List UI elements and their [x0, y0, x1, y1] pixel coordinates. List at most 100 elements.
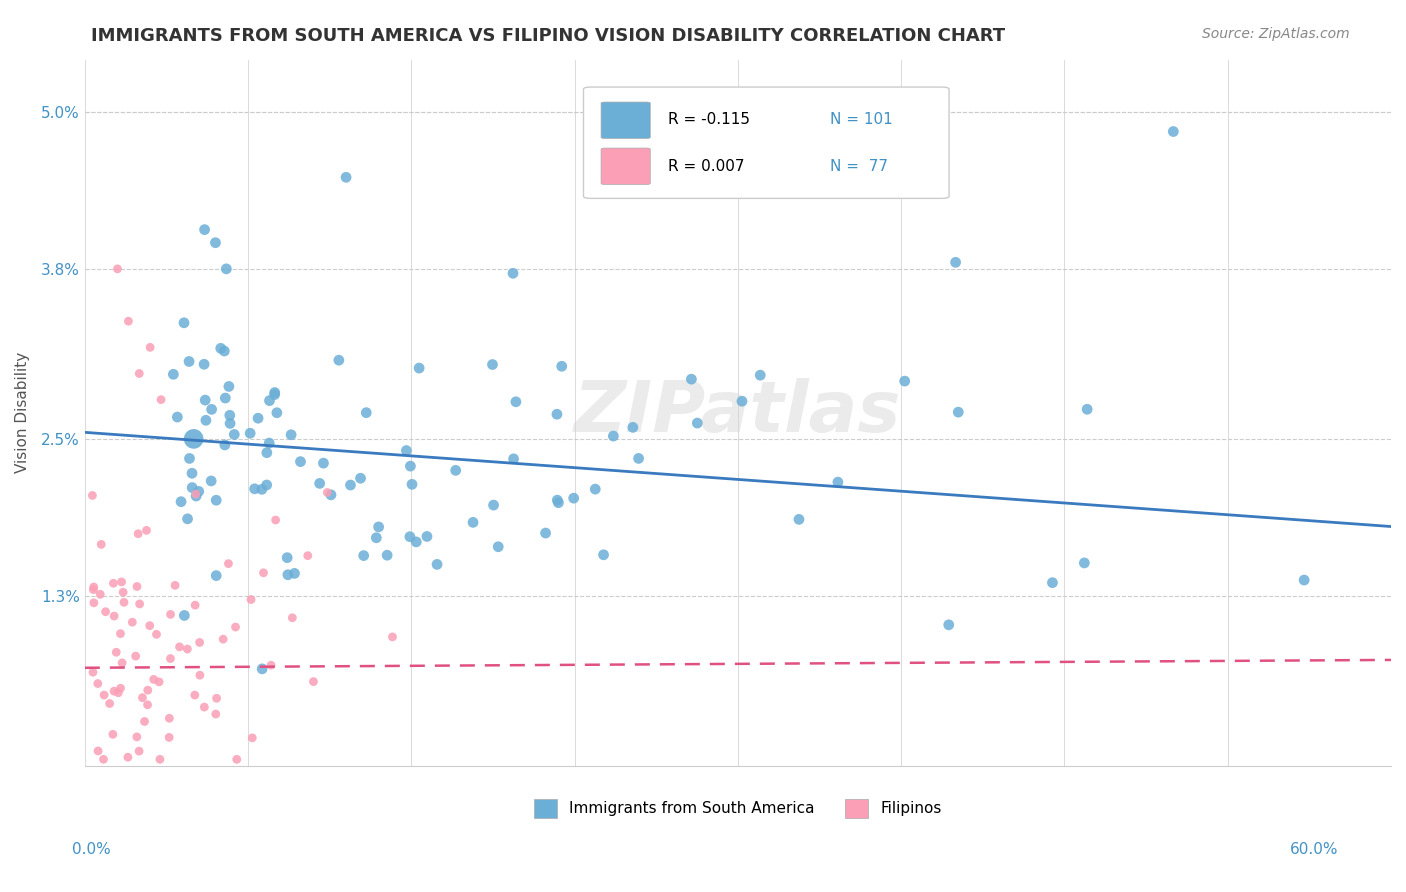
Point: [194, 413, 217, 427]
Point: [139, 618, 162, 632]
Point: [562, 491, 585, 505]
Point: [212, 632, 235, 647]
Point: [316, 485, 339, 500]
Point: [264, 513, 287, 527]
Point: [166, 410, 188, 425]
Point: [121, 615, 143, 630]
Point: [159, 651, 181, 665]
Point: [82, 582, 104, 597]
FancyBboxPatch shape: [602, 102, 650, 138]
Point: [681, 372, 703, 386]
Point: [177, 354, 200, 368]
Point: [349, 471, 371, 485]
Point: [101, 727, 124, 741]
Point: [205, 568, 228, 582]
Text: Source: ZipAtlas.com: Source: ZipAtlas.com: [1202, 27, 1350, 41]
Point: [367, 520, 389, 534]
Point: [181, 481, 204, 495]
Point: [405, 535, 427, 549]
Text: 0.0%: 0.0%: [72, 842, 111, 856]
Point: [103, 576, 125, 591]
Point: [399, 459, 422, 474]
Point: [135, 524, 157, 538]
Point: [257, 436, 280, 450]
Point: [87, 744, 110, 758]
Point: [170, 494, 193, 508]
Text: IMMIGRANTS FROM SOUTH AMERICA VS FILIPINO VISION DISABILITY CORRELATION CHART: IMMIGRANTS FROM SOUTH AMERICA VS FILIPIN…: [91, 27, 1005, 45]
Point: [110, 681, 132, 696]
Point: [110, 574, 132, 589]
Point: [252, 566, 274, 580]
Point: [259, 393, 281, 408]
Point: [534, 526, 557, 541]
Point: [148, 674, 170, 689]
Point: [87, 676, 110, 690]
Point: [1163, 124, 1185, 138]
Point: [98, 697, 121, 711]
Point: [546, 407, 568, 421]
Point: [399, 530, 422, 544]
Point: [339, 478, 361, 492]
Point: [328, 353, 350, 368]
Point: [193, 357, 215, 371]
Point: [621, 420, 644, 434]
Point: [176, 642, 198, 657]
Point: [546, 493, 568, 508]
Point: [105, 645, 128, 659]
Point: [283, 566, 305, 581]
Point: [218, 379, 240, 393]
Point: [280, 427, 302, 442]
Point: [125, 730, 148, 744]
Point: [124, 649, 146, 664]
Point: [127, 526, 149, 541]
Text: N =  77: N = 77: [830, 159, 887, 174]
Point: [107, 261, 129, 276]
Point: [312, 456, 335, 470]
Point: [209, 342, 232, 356]
Y-axis label: Vision Disability: Vision Disability: [15, 352, 30, 474]
Point: [627, 451, 650, 466]
Point: [502, 451, 524, 466]
Point: [103, 609, 125, 624]
Point: [184, 487, 207, 501]
Point: [375, 548, 398, 562]
Point: [117, 314, 139, 328]
Point: [502, 266, 524, 280]
Point: [281, 611, 304, 625]
Point: [225, 752, 247, 766]
Point: [263, 387, 285, 401]
Point: [107, 686, 129, 700]
Point: [184, 688, 207, 702]
Point: [89, 587, 111, 601]
Point: [136, 683, 159, 698]
Point: [134, 714, 156, 729]
Point: [103, 684, 125, 698]
Point: [505, 394, 527, 409]
Point: [93, 688, 115, 702]
Point: [938, 617, 960, 632]
Point: [145, 627, 167, 641]
Point: [893, 374, 915, 388]
Point: [948, 405, 970, 419]
Point: [194, 222, 217, 236]
Point: [260, 658, 283, 673]
Point: [165, 578, 187, 592]
Text: N = 101: N = 101: [830, 112, 893, 127]
Point: [90, 537, 112, 551]
Point: [250, 662, 273, 676]
Point: [111, 656, 134, 670]
Point: [381, 630, 404, 644]
Point: [482, 498, 505, 512]
Point: [1076, 402, 1098, 417]
Point: [131, 690, 153, 705]
Point: [302, 674, 325, 689]
Point: [82, 488, 104, 502]
Point: [308, 476, 330, 491]
FancyBboxPatch shape: [583, 87, 949, 198]
Point: [219, 417, 242, 431]
Point: [239, 426, 262, 441]
Point: [93, 752, 115, 766]
Point: [1073, 556, 1095, 570]
Point: [444, 463, 467, 477]
Point: [112, 595, 135, 609]
